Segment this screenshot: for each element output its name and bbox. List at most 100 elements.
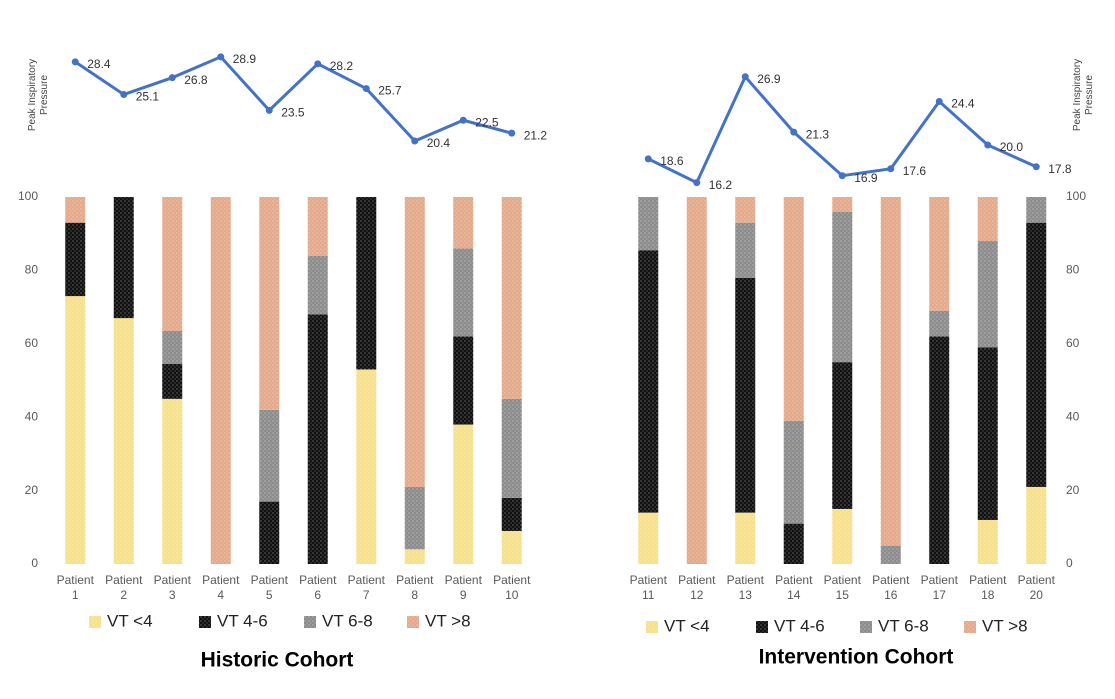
bar-segment [65,222,86,297]
y-tick-label: 100 [18,189,38,203]
y-tick-label: 60 [25,336,39,350]
pressure-label: 18.6 [660,154,684,168]
bar-segment [929,197,950,311]
bar-segment [356,197,377,370]
bar-segment [735,277,756,513]
bar-segment [735,222,756,278]
pressure-label: 28.9 [233,52,257,66]
bar-segment [259,197,280,410]
x-tick-label: Patient 8 [396,573,434,602]
bar-segment [1026,197,1047,223]
bar-segment [929,310,950,337]
legend-swatch [89,616,101,628]
pressure-label: 17.6 [903,164,927,178]
pressure-point [644,155,652,163]
y-tick-label: 0 [31,556,38,570]
bar-segment [453,197,474,249]
x-tick-label: Patient 10 [493,573,531,602]
pressure-label: 21.3 [806,127,830,141]
legend-swatch [646,621,658,633]
legend-swatch [304,616,316,628]
legend-swatch [964,621,976,633]
bar-segment [162,398,183,564]
bar-segment [929,336,950,564]
bar-segment [783,197,804,421]
bar-segment [162,363,183,399]
legend-label: VT 6-8 [322,611,373,630]
y-tick-label: 0 [1066,556,1073,570]
x-tick-label: Patient 15 [824,573,862,602]
bar-segment [162,330,183,364]
pressure-point [508,129,516,137]
bar-segment [783,523,804,564]
y-tick-label: 40 [1066,409,1080,423]
pressure-label: 20.0 [1000,140,1024,154]
x-tick-label: Patient 7 [348,573,386,602]
bar-segment [259,501,280,564]
pressure-point [217,53,225,61]
bar-segment [638,197,659,251]
bar-segment [259,409,280,502]
bar-segment [307,314,328,564]
bar-segment [453,424,474,564]
pressure-point [459,116,467,124]
pressure-label: 25.7 [378,84,402,98]
bar-segment [832,211,853,363]
x-tick-label: Patient 12 [678,573,716,602]
legend-label: VT <4 [664,616,710,635]
pressure-label: 24.4 [951,97,975,111]
bar-segment [880,197,901,546]
pressure-point [984,141,992,149]
bar-segment [735,512,756,564]
y-tick-label: 20 [1066,483,1080,497]
pressure-label: 23.5 [281,106,305,120]
bar-segment [832,362,853,509]
legend-swatch [407,616,419,628]
y-tick-label: 60 [1066,336,1080,350]
legend-label: VT 4-6 [774,616,825,635]
bar-segment [65,296,86,564]
bar-segment [453,248,474,337]
bar-segment [307,255,328,315]
x-tick-label: Patient 2 [105,573,143,602]
bar-segment [404,197,425,487]
chart-title: Intervention Cohort [759,646,954,669]
bar-segment [453,336,474,425]
bar-segment [501,530,522,564]
chart-title: Historic Cohort [201,649,354,672]
pressure-point [935,97,943,105]
bar-segment [501,398,522,498]
bar-segment [307,197,328,256]
bar-segment [113,318,134,564]
legend-label: VT >8 [982,616,1028,635]
legend-swatch [860,621,872,633]
pressure-point [887,165,895,173]
bar-segment [501,197,522,399]
pressure-point [168,74,176,82]
pressure-point [411,137,419,145]
x-tick-label: Patient 14 [775,573,813,602]
pressure-point [1032,163,1040,171]
y-tick-label: 20 [25,483,39,497]
bar-segment [832,197,853,212]
bar-segment [880,545,901,564]
pressure-point [741,73,749,81]
x-tick-label: Patient 20 [1018,573,1056,602]
bar-segment [686,197,707,564]
x-tick-label: Patient 9 [445,573,483,602]
pressure-point [265,106,273,114]
legend-swatch [756,621,768,633]
pressure-line [74,55,513,143]
bar-segment [65,197,86,223]
bar-segment [210,197,231,564]
pressure-label: 26.8 [184,73,208,87]
pressure-label: 25.1 [136,90,160,104]
pressure-point [120,91,128,99]
bar-segment [113,197,134,319]
bar-segment [356,369,377,564]
pressure-label: 26.9 [757,72,781,86]
pressure-label: 16.2 [709,178,733,192]
y-tick-label: 80 [1066,263,1080,277]
pressure-label: 22.5 [475,115,499,129]
